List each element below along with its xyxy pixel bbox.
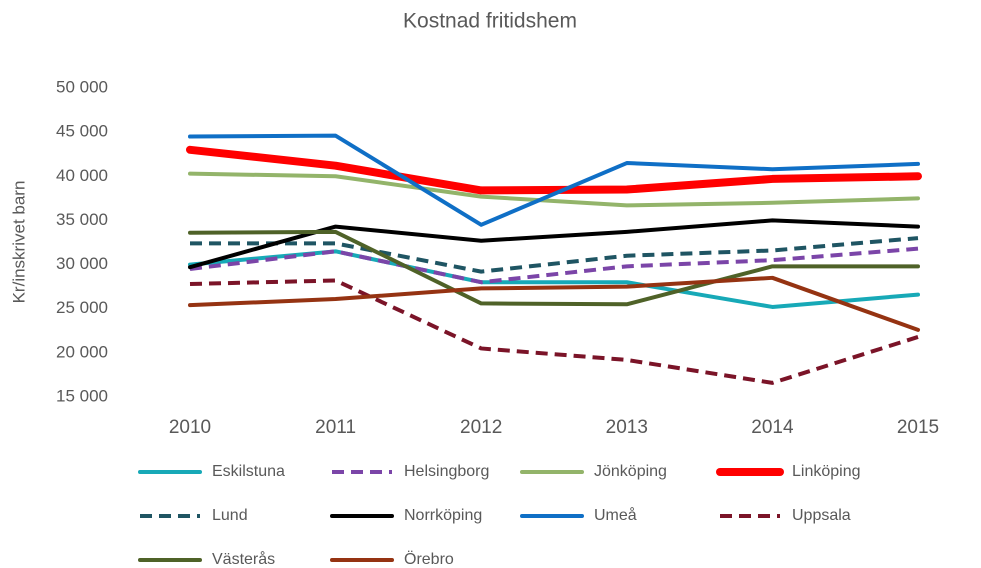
series-line bbox=[190, 236, 919, 274]
series-line bbox=[186, 145, 922, 195]
legend-label: Helsingborg bbox=[404, 463, 489, 480]
legend-label: Eskilstuna bbox=[212, 463, 285, 480]
y-tick-label: 20 000 bbox=[56, 342, 108, 361]
series-line bbox=[188, 171, 920, 208]
legend-label: Uppsala bbox=[792, 507, 851, 524]
legend-label: Örebro bbox=[404, 550, 454, 568]
series-line bbox=[188, 133, 920, 227]
x-tick-label: 2010 bbox=[169, 417, 211, 438]
legend-label: Umeå bbox=[594, 506, 637, 524]
legend-label: Norrköping bbox=[404, 507, 482, 524]
legend-label: Västerås bbox=[212, 550, 275, 568]
series-line bbox=[188, 229, 920, 307]
x-tick-label: 2014 bbox=[751, 417, 794, 438]
series-line bbox=[189, 278, 919, 385]
y-tick-label: 45 000 bbox=[56, 122, 108, 141]
y-tick-label: 25 000 bbox=[56, 298, 108, 317]
y-tick-label: 40 000 bbox=[56, 166, 108, 185]
y-axis-label: Kr/inskrivet barn bbox=[9, 181, 28, 304]
series-line bbox=[189, 246, 919, 285]
x-tick-label: 2013 bbox=[606, 417, 648, 438]
x-tick-label: 2011 bbox=[315, 417, 356, 438]
x-tick-label: 2015 bbox=[897, 417, 939, 438]
y-tick-label: 50 000 bbox=[56, 77, 108, 96]
x-tick-label: 2012 bbox=[460, 417, 502, 438]
y-tick-label: 30 000 bbox=[56, 254, 108, 273]
chart-title: Kostnad fritidshem bbox=[403, 10, 577, 33]
y-tick-label: 15 000 bbox=[56, 386, 108, 405]
y-tick-label: 35 000 bbox=[56, 210, 108, 229]
series-line bbox=[188, 218, 920, 270]
series-line bbox=[188, 275, 920, 332]
legend-label: Jönköping bbox=[594, 463, 667, 480]
legend-label: Linköping bbox=[792, 463, 861, 480]
legend-label: Lund bbox=[212, 507, 248, 524]
